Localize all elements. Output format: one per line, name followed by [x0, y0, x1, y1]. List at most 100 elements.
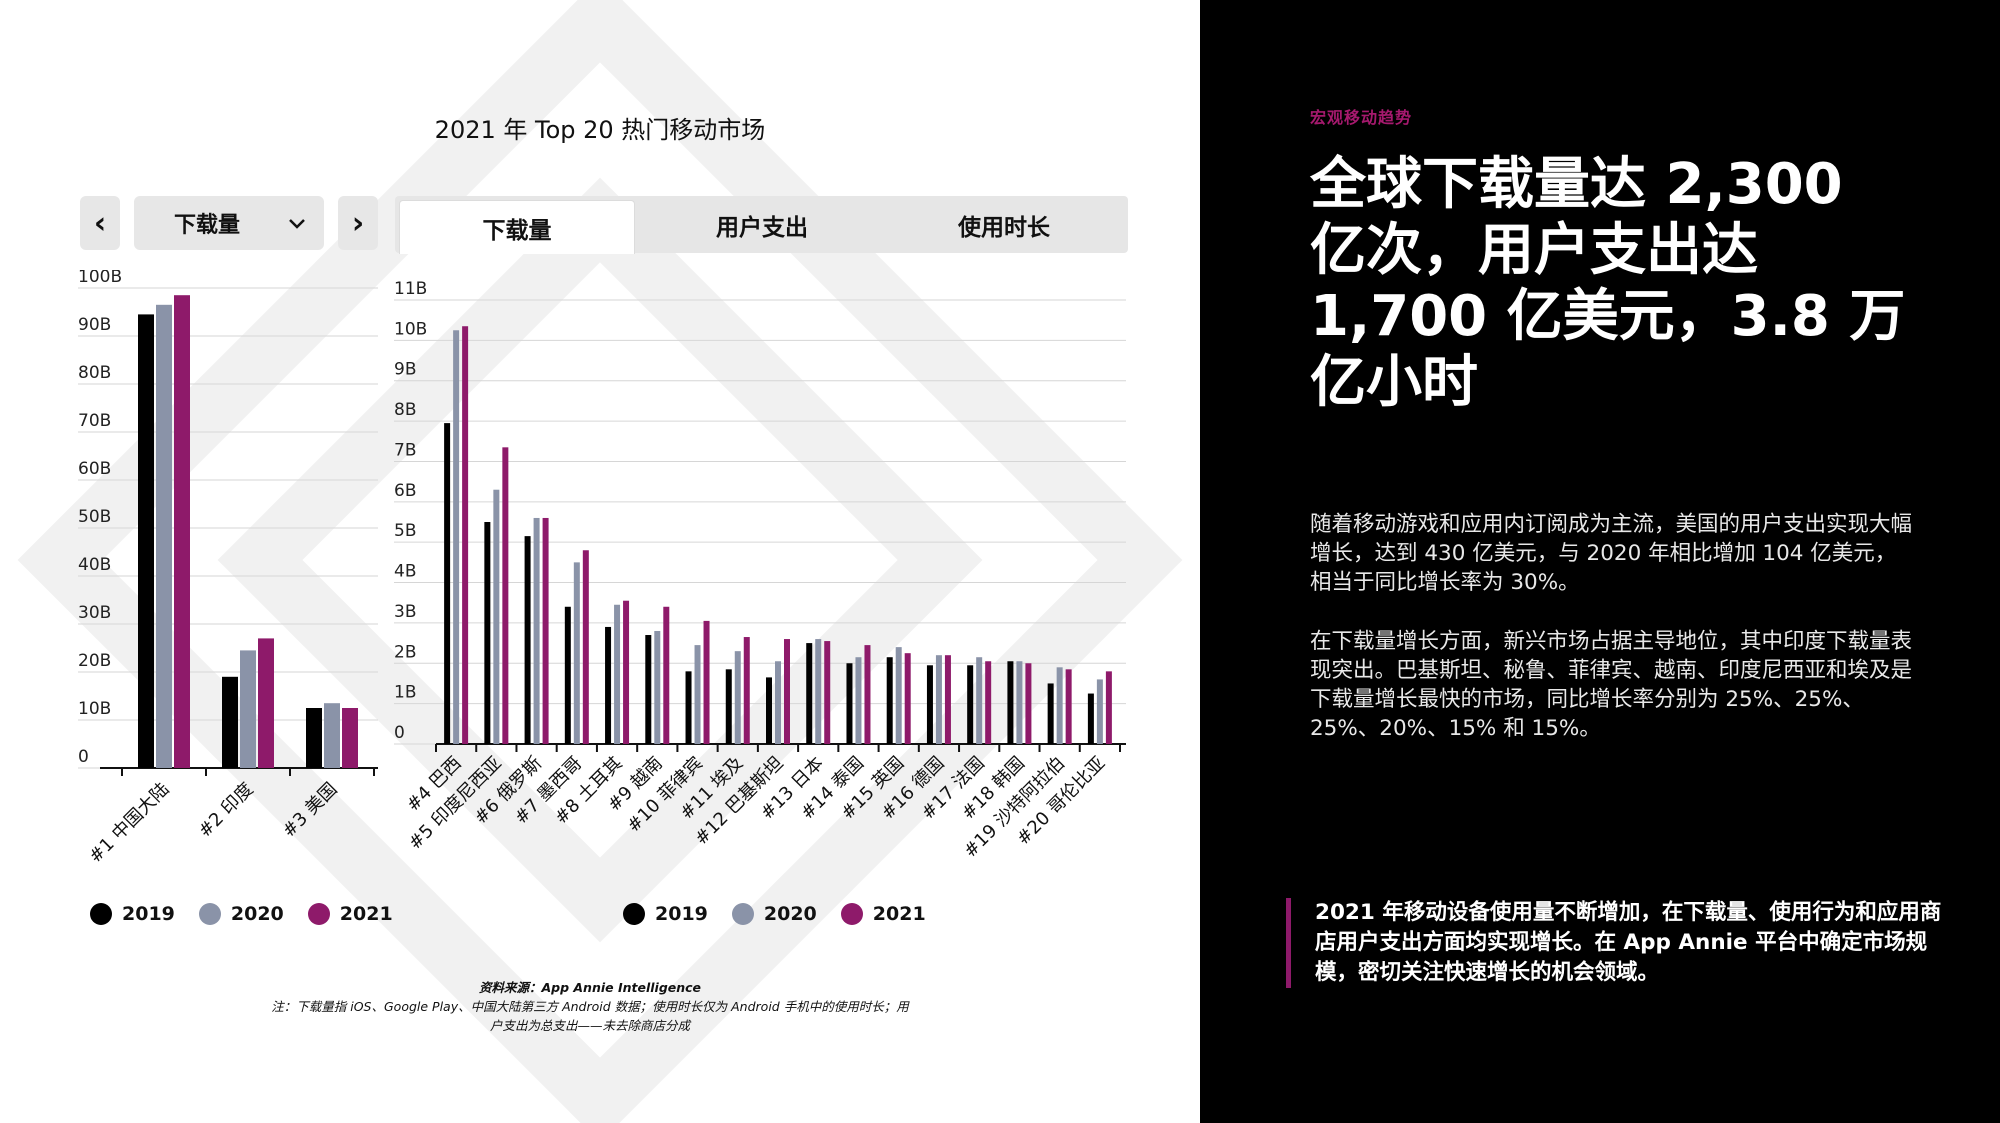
tab-usage-time[interactable]: 使用时长 [887, 196, 1121, 253]
y-tick-label: 0 [394, 723, 405, 743]
y-tick-label: 20B [78, 651, 111, 671]
x-tick-label: #2 印度 [194, 779, 257, 842]
bar-2021[interactable] [582, 550, 589, 744]
bar-2019[interactable] [605, 626, 612, 744]
y-tick-label: 8B [394, 400, 416, 420]
bar-2019[interactable] [564, 606, 571, 744]
bar-2020[interactable] [1016, 661, 1023, 744]
y-tick-label: 40B [78, 555, 111, 575]
bar-2021[interactable] [258, 638, 274, 768]
bar-2020[interactable] [694, 645, 701, 744]
headline-line-4: 亿小时 [1310, 350, 1478, 415]
bar-2020[interactable] [493, 489, 500, 744]
legend-label-2019: 2019 [655, 903, 708, 925]
bar-2020[interactable] [654, 630, 661, 744]
bar-2021[interactable] [703, 620, 710, 744]
bar-2020[interactable] [1096, 679, 1103, 744]
y-tick-label: 0 [78, 747, 89, 767]
tab-consumer-spend[interactable]: 用户支出 [645, 196, 879, 253]
bar-2020[interactable] [453, 330, 460, 744]
x-tick-label: #3 美国 [278, 779, 341, 842]
bar-2019[interactable] [685, 671, 692, 744]
y-tick-label: 2B [394, 642, 416, 662]
bar-2019[interactable] [138, 314, 154, 768]
y-tick-label: 10B [394, 319, 427, 339]
bar-2020[interactable] [533, 517, 540, 744]
bar-2021[interactable] [623, 600, 630, 744]
bar-2021[interactable] [824, 641, 831, 744]
bar-2019[interactable] [806, 643, 813, 744]
y-tick-label: 1B [394, 683, 416, 703]
bar-2020[interactable] [855, 657, 862, 744]
bar-2019[interactable] [846, 663, 853, 744]
bar-2019[interactable] [967, 665, 974, 744]
next-button[interactable]: › [338, 196, 378, 250]
bar-2021[interactable] [1025, 663, 1032, 744]
bar-2020[interactable] [775, 661, 781, 744]
bar-2020[interactable] [895, 647, 902, 744]
bar-2019[interactable] [1047, 683, 1054, 744]
dropdown-label: 下载量 [174, 213, 241, 238]
bar-2019[interactable] [484, 522, 491, 744]
legend-dot-2019 [623, 903, 645, 925]
bar-2020[interactable] [976, 657, 983, 744]
bar-2021[interactable] [743, 637, 750, 744]
bar-2020[interactable] [573, 562, 580, 744]
bar-2019[interactable] [766, 677, 772, 744]
bar-2019[interactable] [926, 665, 933, 744]
bar-2021[interactable] [174, 295, 190, 768]
bar-2021[interactable] [663, 606, 670, 744]
bar-2019[interactable] [222, 676, 238, 768]
bar-2020[interactable] [935, 655, 942, 744]
bar-2019[interactable] [645, 635, 652, 744]
tab-downloads[interactable]: 下载量 [399, 200, 635, 254]
bar-2020[interactable] [240, 650, 256, 768]
tab-bar: 下载量 用户支出 使用时长 [395, 196, 1128, 254]
bar-2021[interactable] [502, 447, 509, 744]
prev-button[interactable]: ‹ [80, 196, 120, 250]
y-tick-label: 6B [394, 481, 416, 501]
chevron-right-icon: › [351, 205, 365, 241]
metric-dropdown[interactable]: 下载量 [134, 196, 324, 250]
tab-downloads-label: 下载量 [482, 217, 552, 244]
bar-2019[interactable] [1007, 661, 1014, 744]
headline-line-1: 全球下载量达 2,300 [1310, 152, 1843, 217]
bar-2020[interactable] [815, 639, 822, 744]
bar-2020[interactable] [156, 304, 172, 768]
bar-2019[interactable] [306, 708, 322, 768]
y-tick-label: 5B [394, 521, 416, 541]
bar-2021[interactable] [462, 326, 469, 744]
note-line-1: 注：下载量指 iOS、Google Play、中国大陆第三方 Android 数… [271, 999, 909, 1014]
paragraph-spend: 随着移动游戏和应用内订阅成为主流，美国的用户支出实现大幅增长，达到 430 亿美… [1310, 512, 1913, 595]
top3-bar-chart: 0 10B 20B 30B 40B 50B 60B 70B 80B 90B 100B #1 中国大陆 #… [78, 270, 378, 867]
bar-2020[interactable] [324, 703, 340, 768]
legend-item-2020: 2020 [198, 903, 284, 925]
bar-2021[interactable] [985, 661, 992, 744]
chart-title: 2021 年 Top 20 热门移动市场 [434, 116, 766, 144]
y-tick-label: 60B [78, 459, 111, 479]
legend-dot-2020 [731, 903, 754, 925]
y-tick-label: 70B [78, 411, 111, 431]
bar-2021[interactable] [904, 653, 911, 744]
bar-2021[interactable] [864, 645, 871, 744]
note-line-2: 户支出为总支出——未去除商店分成 [489, 1018, 690, 1033]
legend-item-2020: 2020 [731, 903, 817, 925]
bar-2019[interactable] [1087, 693, 1094, 744]
bar-2019[interactable] [524, 536, 531, 744]
chevron-left-icon: ‹ [93, 205, 107, 241]
y-tick-label: 100B [78, 270, 122, 287]
bar-2020[interactable] [1056, 667, 1063, 744]
bar-2019[interactable] [444, 423, 451, 744]
bar-2021[interactable] [944, 655, 951, 744]
bar-2021[interactable] [784, 639, 790, 744]
bar-2021[interactable] [542, 517, 549, 744]
bar-2021[interactable] [1105, 671, 1112, 744]
bar-2021[interactable] [1065, 669, 1072, 744]
bar-2019[interactable] [725, 669, 732, 744]
bar-2020[interactable] [614, 604, 621, 744]
bar-2019[interactable] [886, 657, 893, 744]
bar-2021[interactable] [342, 708, 358, 768]
bar-2020[interactable] [734, 651, 741, 744]
highlight-quote: 2021 年移动设备使用量不断增加，在下载量、使用行为和应用商店用户支出方面均实… [1286, 898, 1945, 988]
